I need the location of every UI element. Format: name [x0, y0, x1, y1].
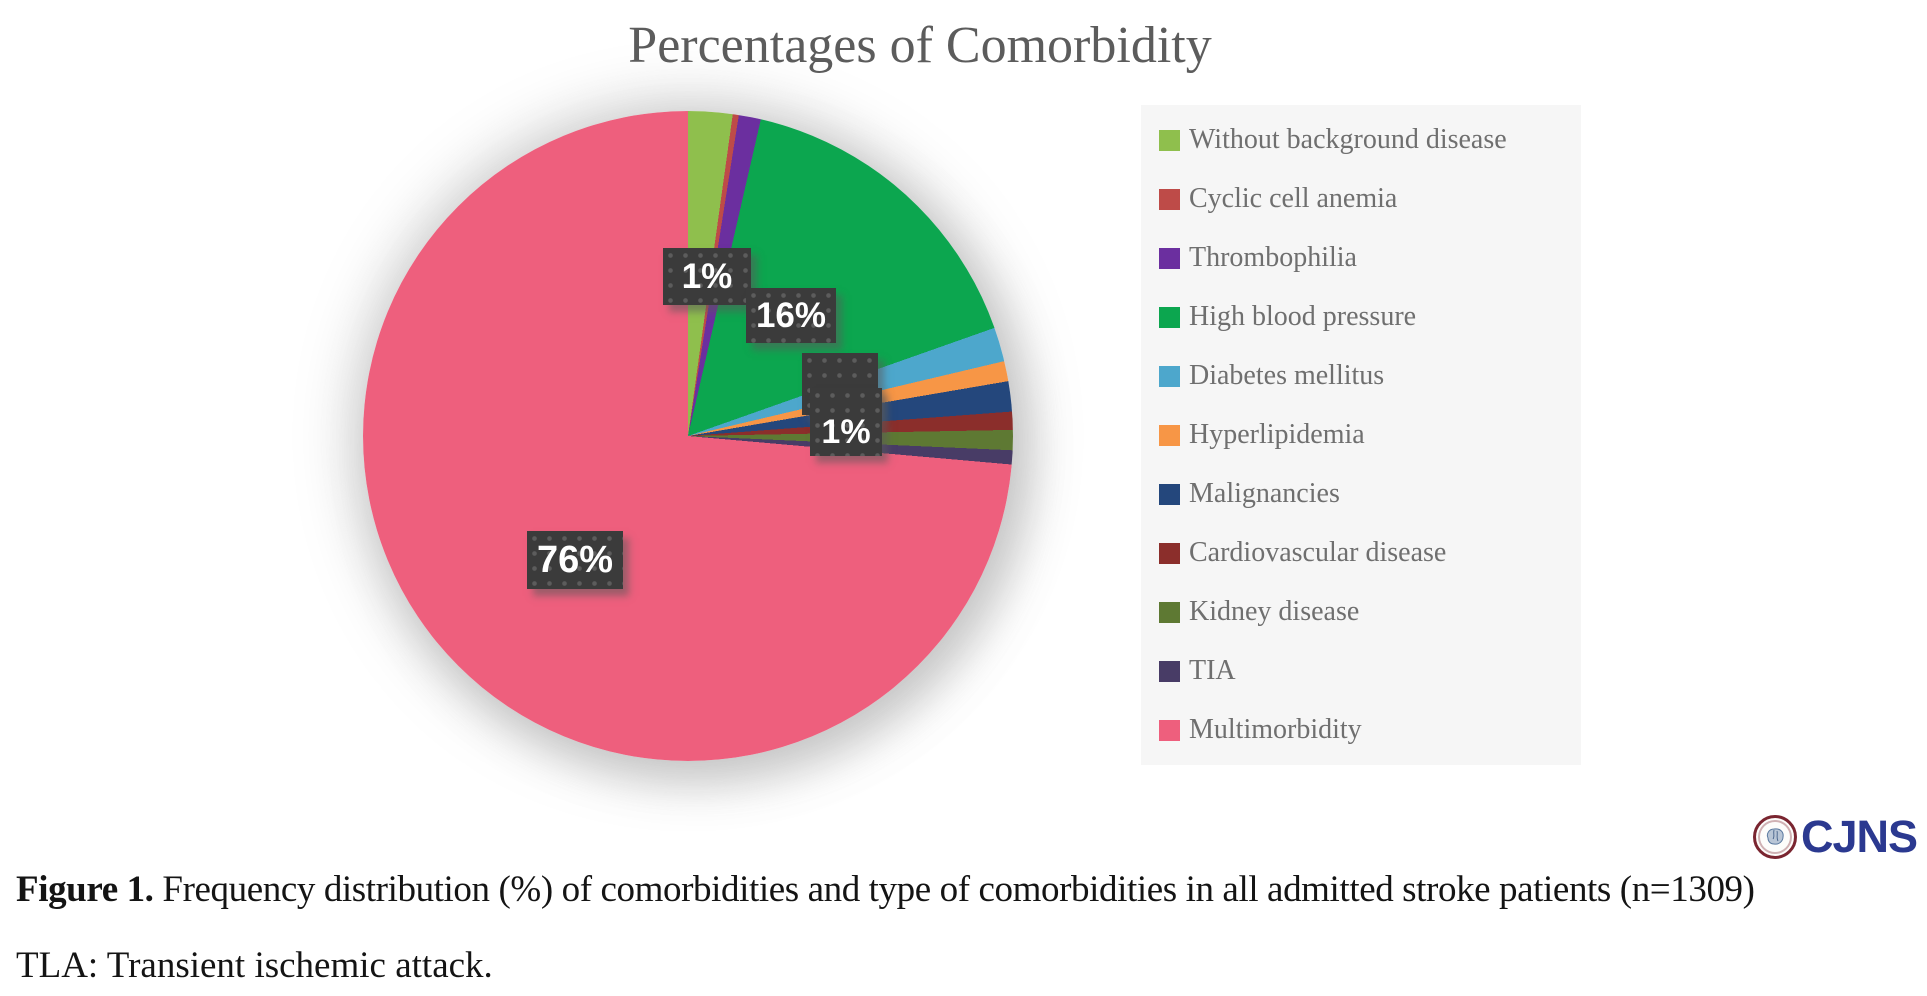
pie-chart	[363, 111, 1013, 761]
figure-caption: Figure 1. Frequency distribution (%) of …	[16, 868, 1896, 911]
journal-logo: CJNS	[1753, 811, 1918, 862]
chart-legend: Without background disease Cyclic cell an…	[1141, 105, 1581, 765]
legend-item: TIA	[1159, 642, 1581, 701]
legend-swatch-icon	[1159, 601, 1180, 623]
legend-label: Multimorbidity	[1189, 714, 1362, 745]
figure-caption-note: TLA: Transient ischemic attack.	[16, 945, 493, 986]
journal-logo-text: CJNS	[1801, 811, 1918, 862]
data-label-high-blood-pressure: 16%	[746, 288, 836, 343]
legend-swatch-icon	[1159, 424, 1180, 446]
legend-item: Hyperlipidemia	[1159, 406, 1581, 465]
legend-item: Multimorbidity	[1159, 701, 1581, 760]
legend-item: High blood pressure	[1159, 288, 1581, 347]
legend-label: Thrombophilia	[1189, 242, 1357, 273]
legend-label: Hyperlipidemia	[1189, 419, 1365, 450]
legend-item: Thrombophilia	[1159, 229, 1581, 288]
legend-item: Cyclic cell anemia	[1159, 170, 1581, 229]
chart-title: Percentages of Comorbidity	[628, 17, 1212, 74]
legend-label: Diabetes mellitus	[1189, 360, 1385, 391]
legend-label: Malignancies	[1189, 478, 1340, 509]
legend-swatch-icon	[1159, 483, 1180, 505]
journal-seal-icon	[1753, 814, 1797, 859]
legend-swatch-icon	[1159, 306, 1180, 328]
brain-icon	[1766, 827, 1784, 845]
legend-label: Kidney disease	[1189, 596, 1360, 627]
legend-label: Without background disease	[1189, 124, 1507, 155]
data-label-cardiovascular: 1%	[810, 388, 882, 456]
legend-item: Diabetes mellitus	[1159, 347, 1581, 406]
legend-item: Without background disease	[1159, 111, 1581, 170]
legend-swatch-icon	[1159, 129, 1180, 151]
legend-swatch-icon	[1159, 188, 1180, 210]
legend-label: TIA	[1189, 655, 1236, 686]
legend-item: Kidney disease	[1159, 583, 1581, 642]
figure-caption-text: Frequency distribution (%) of comorbidit…	[153, 869, 1755, 910]
data-label-multimorbidity: 76%	[527, 531, 623, 589]
legend-swatch-icon	[1159, 719, 1180, 741]
legend-swatch-icon	[1159, 365, 1180, 387]
legend-swatch-icon	[1159, 542, 1180, 564]
legend-label: High blood pressure	[1189, 301, 1417, 332]
figure-caption-number: Figure 1.	[16, 869, 154, 910]
data-label-thrombophilia: 1%	[663, 248, 751, 305]
legend-label: Cyclic cell anemia	[1189, 183, 1398, 214]
legend-item: Malignancies	[1159, 465, 1581, 524]
legend-label: Cardiovascular disease	[1189, 537, 1447, 568]
legend-swatch-icon	[1159, 660, 1180, 682]
legend-item: Cardiovascular disease	[1159, 524, 1581, 583]
legend-swatch-icon	[1159, 247, 1180, 269]
